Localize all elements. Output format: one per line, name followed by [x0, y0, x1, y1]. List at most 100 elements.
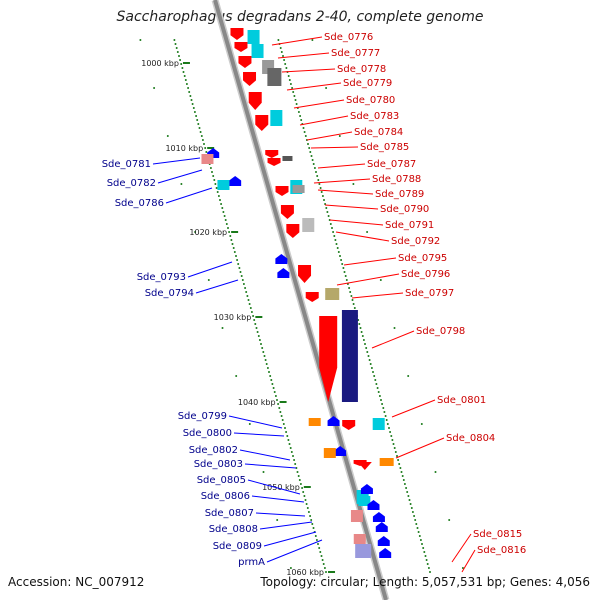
forward-gene-arrow [319, 316, 338, 402]
tick-dot [139, 39, 142, 41]
tick-dot [379, 279, 382, 281]
forward-gene-arrow [305, 292, 319, 302]
navy-gene-box [341, 310, 358, 402]
tick-dot [324, 203, 327, 205]
tick-dot [299, 483, 302, 485]
tick-dot [360, 331, 363, 333]
tick-dot [303, 131, 306, 133]
tick-dot [394, 451, 397, 453]
forward-gene-arrow [280, 205, 294, 219]
tick-dot [285, 431, 288, 433]
tick-dot [274, 395, 277, 397]
tick-dot [369, 363, 372, 365]
tick-dot [338, 135, 341, 137]
tick-dot [350, 295, 353, 297]
tick-dot [393, 327, 396, 329]
tick-dot [352, 183, 355, 185]
tick-dot [298, 479, 301, 481]
tick-dot [398, 463, 401, 465]
tick-dot [351, 299, 354, 301]
tick-dot [183, 75, 186, 77]
ruler-label: 1010 kbp [165, 144, 203, 153]
leader-line [266, 539, 323, 563]
tick-dot [280, 51, 283, 53]
tick-dot [294, 463, 297, 465]
tick-dot [353, 307, 356, 309]
gene-label-left: Sde_0803 [194, 459, 243, 470]
leader-line [371, 330, 415, 349]
tick-dot [325, 571, 327, 573]
tick-dot [341, 263, 344, 265]
tick-dot [193, 111, 196, 113]
tick-dot [237, 263, 240, 265]
tick-dot [421, 543, 423, 545]
gene-label-left: Sde_0806 [201, 491, 250, 502]
tick-dot [378, 395, 381, 397]
ruler-label: 1000 kbp [141, 59, 179, 68]
tick-dot [247, 299, 250, 301]
tick-dot [414, 519, 417, 521]
leader-line [299, 115, 349, 126]
tick-dot [415, 523, 418, 525]
tick-dot [238, 267, 241, 269]
lavender-gene-box [355, 544, 372, 558]
gene-label-right: Sde_0790 [380, 204, 429, 215]
leader-line [351, 292, 404, 299]
tick-dot [335, 243, 338, 245]
tick-dot [317, 179, 320, 181]
tick-dot [383, 411, 386, 413]
forward-gene-arrow [234, 42, 248, 52]
leader-line [187, 261, 233, 278]
gene-label-left: prmA [238, 557, 265, 568]
tick-dot [261, 347, 264, 349]
tick-dot [434, 471, 437, 473]
tick-dot [270, 379, 273, 381]
pink-gene-box [201, 154, 214, 164]
cyan-gene-box [358, 496, 371, 506]
tick-dot [340, 259, 343, 261]
leader-line [310, 146, 359, 149]
tick-dot [249, 307, 252, 309]
tick-dot [307, 511, 310, 513]
tick-dot [385, 419, 388, 421]
tick-dot [368, 359, 371, 361]
reverse-gene-arrow [379, 548, 392, 558]
tick-dot [367, 355, 370, 357]
tick-dot [323, 199, 325, 201]
tick-dot [327, 215, 330, 217]
tick-dot [364, 343, 366, 345]
tick-dot [178, 55, 180, 57]
leader-line [317, 189, 374, 195]
reverse-gene-arrow [229, 176, 242, 186]
gene-label-right: Sde_0798 [416, 326, 465, 337]
tick-dot [216, 191, 219, 193]
orange-gene-box [379, 458, 394, 466]
pink-gene-box [353, 534, 366, 544]
tick-dot [382, 407, 385, 409]
tick-dot [292, 455, 294, 457]
tick-dot [295, 103, 298, 105]
tick-dot [408, 499, 411, 501]
ruler-label: 1020 kbp [189, 228, 227, 237]
tick-dot [304, 499, 307, 501]
tick-dot [308, 147, 311, 149]
gray-gene-box [282, 156, 293, 161]
gene-label-right: Sde_0804 [446, 433, 495, 444]
leader-line [228, 415, 283, 429]
tick-dot [318, 183, 321, 185]
tick-dot [304, 135, 307, 137]
leader-line [329, 219, 384, 226]
label-leader-lines [152, 36, 476, 573]
tick-dot [214, 183, 217, 185]
forward-gene-arrow [248, 92, 262, 110]
ruler-label: 1030 kbp [214, 313, 252, 322]
tick-dot [345, 279, 348, 281]
forward-gene-arrow [255, 115, 269, 131]
tick-dot [361, 335, 364, 337]
tick-dot [311, 523, 314, 525]
gene-label-right: Sde_0787 [367, 159, 416, 170]
tick-dot [358, 323, 361, 325]
gene-label-right: Sde_0795 [398, 253, 447, 264]
gene-label-right: Sde_0791 [385, 220, 434, 231]
tick-dot [264, 359, 267, 361]
